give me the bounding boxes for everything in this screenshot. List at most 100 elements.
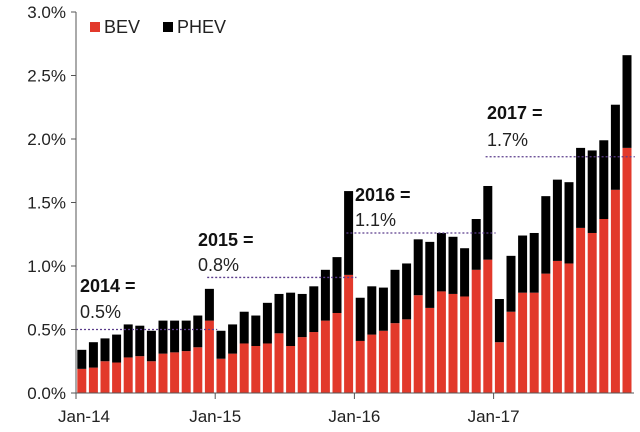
bar-bev — [529, 292, 539, 393]
bar-bev — [541, 273, 551, 393]
bar-bev — [413, 295, 423, 393]
bar-phev — [274, 293, 284, 334]
bar-phev — [100, 338, 110, 362]
bar-phev — [413, 239, 423, 296]
bar-bev — [251, 346, 261, 393]
bar-bev — [146, 361, 156, 393]
bar-bev — [286, 346, 296, 393]
bar-phev — [204, 288, 214, 321]
bar-phev — [297, 293, 307, 338]
x-tick-label: Jan-15 — [189, 407, 241, 426]
bar-bev — [88, 367, 98, 393]
x-tick-label: Jan-16 — [328, 407, 380, 426]
bar-bev — [425, 307, 435, 393]
bar-phev — [123, 324, 133, 358]
y-tick-label: 0.5% — [27, 321, 66, 340]
bar-bev — [494, 342, 504, 393]
bar-phev — [367, 286, 377, 335]
bar-bev — [309, 332, 319, 393]
bar-phev — [506, 255, 516, 312]
bar-phev — [494, 299, 504, 343]
bar-bev — [483, 259, 493, 393]
bar-phev — [436, 232, 446, 292]
annotation-lines — [76, 156, 635, 331]
annotation-2016-label: 2016 = — [355, 185, 411, 205]
bar-bev — [123, 357, 133, 393]
y-tick-label: 2.5% — [27, 67, 66, 86]
bar-phev — [309, 286, 319, 333]
bar-bev — [135, 356, 145, 393]
bar-phev — [135, 325, 145, 357]
bar-bev — [518, 292, 528, 393]
bar-bev — [506, 311, 516, 393]
bar-bev — [332, 312, 342, 393]
bar-bev — [367, 334, 377, 393]
bar-bev — [622, 147, 632, 393]
bar-phev — [610, 104, 620, 190]
bar-phev — [587, 150, 597, 233]
bar-phev — [251, 315, 261, 347]
bar-phev — [286, 292, 296, 347]
bar-bev — [262, 343, 272, 393]
bar-phev — [576, 147, 586, 228]
bar-bev — [390, 323, 400, 393]
bar-bev — [100, 361, 110, 393]
bar-bev — [576, 227, 586, 393]
bar-phev — [448, 236, 458, 294]
bar-bev — [471, 269, 481, 393]
bar-bev — [587, 232, 597, 393]
annotation-2017-value: 1.7% — [487, 130, 528, 150]
x-ticks: Jan-14 Jan-15 Jan-16 Jan-17 — [58, 393, 520, 426]
bar-phev — [402, 263, 412, 320]
bar-bev — [448, 293, 458, 393]
bar-phev — [181, 320, 191, 352]
bar-phev — [77, 349, 87, 369]
y-ticks: 0.0% 0.5% 1.0% 1.5% 2.0% 2.5% 3.0% — [27, 3, 76, 403]
bar-bev — [378, 330, 388, 393]
annotation-2014-value: 0.5% — [80, 302, 121, 322]
bar-phev — [471, 219, 481, 270]
bar-bev — [193, 347, 203, 393]
bar-phev — [216, 330, 226, 359]
bar-phev — [88, 342, 98, 368]
bar-phev — [552, 179, 562, 261]
legend: BEV PHEV — [90, 17, 226, 37]
annotation-2016-value: 1.1% — [355, 210, 396, 230]
annotations: 2014 = 0.5% 2015 = 0.8% 2016 = 1.1% 2017… — [80, 103, 543, 322]
bar-phev — [390, 269, 400, 324]
bar-phev — [146, 330, 156, 362]
bar-phev — [170, 320, 180, 353]
bar-bev — [599, 219, 609, 393]
x-tick-label: Jan-17 — [468, 407, 520, 426]
bar-phev — [344, 191, 354, 275]
bar-bev — [170, 352, 180, 393]
y-tick-label: 3.0% — [27, 3, 66, 22]
bar-bev — [610, 189, 620, 393]
bar-bev — [239, 343, 249, 393]
legend-swatch-bev — [90, 22, 100, 32]
bar-phev — [541, 196, 551, 274]
bar-phev — [355, 297, 365, 341]
bar-phev — [239, 311, 249, 344]
annotation-2015-label: 2015 = — [198, 230, 254, 250]
bar-bev — [564, 263, 574, 393]
bar-bev — [112, 362, 122, 393]
y-tick-label: 0.0% — [27, 384, 66, 403]
bar-phev — [425, 241, 435, 308]
bar-phev — [529, 232, 539, 293]
bar-phev — [599, 140, 609, 220]
bar-phev — [332, 257, 342, 313]
bar-bev — [228, 353, 238, 393]
bar-bev — [552, 260, 562, 393]
bar-phev — [483, 185, 493, 260]
bar-phev — [320, 269, 330, 321]
bar-phev — [158, 320, 168, 354]
bar-bev — [436, 291, 446, 393]
bar-phev — [460, 248, 470, 297]
bar-phev — [262, 302, 272, 344]
bar-phev — [564, 182, 574, 264]
legend-swatch-phev — [163, 22, 173, 32]
legend-label-bev: BEV — [104, 17, 140, 37]
bar-bev — [274, 333, 284, 393]
